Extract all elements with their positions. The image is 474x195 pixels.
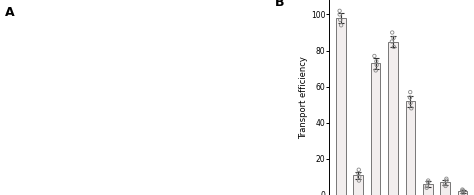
Point [406, 90, 414, 94]
Point [388, 31, 396, 34]
Point [355, 172, 362, 175]
Point [407, 101, 414, 105]
Point [406, 96, 414, 99]
Point [336, 13, 344, 16]
Point [424, 181, 432, 184]
Point [458, 188, 466, 191]
Point [423, 184, 431, 188]
Point [337, 18, 344, 21]
Point [390, 45, 398, 49]
Bar [336, 18, 346, 195]
Bar [388, 42, 398, 195]
Bar [440, 182, 450, 195]
Point [443, 179, 450, 182]
Bar [371, 63, 381, 195]
Point [459, 190, 467, 193]
Text: B: B [274, 0, 284, 9]
Bar [406, 101, 415, 195]
Point [337, 24, 345, 27]
Text: A: A [5, 6, 14, 19]
Point [373, 60, 380, 63]
Point [355, 179, 363, 182]
Point [388, 40, 396, 43]
Point [390, 36, 397, 39]
Point [459, 189, 467, 192]
Point [371, 54, 378, 58]
Bar [458, 191, 467, 195]
Point [423, 186, 430, 189]
Y-axis label: Transport efficiency: Transport efficiency [299, 56, 308, 139]
Point [424, 179, 432, 182]
Point [336, 9, 343, 12]
Bar [423, 184, 433, 195]
Point [441, 183, 449, 186]
Point [355, 168, 363, 171]
Bar [354, 175, 363, 195]
Point [356, 175, 363, 178]
Point [442, 184, 449, 188]
Point [443, 177, 450, 180]
Point [373, 63, 381, 66]
Point [459, 192, 467, 195]
Point [372, 69, 380, 72]
Point [408, 107, 415, 110]
